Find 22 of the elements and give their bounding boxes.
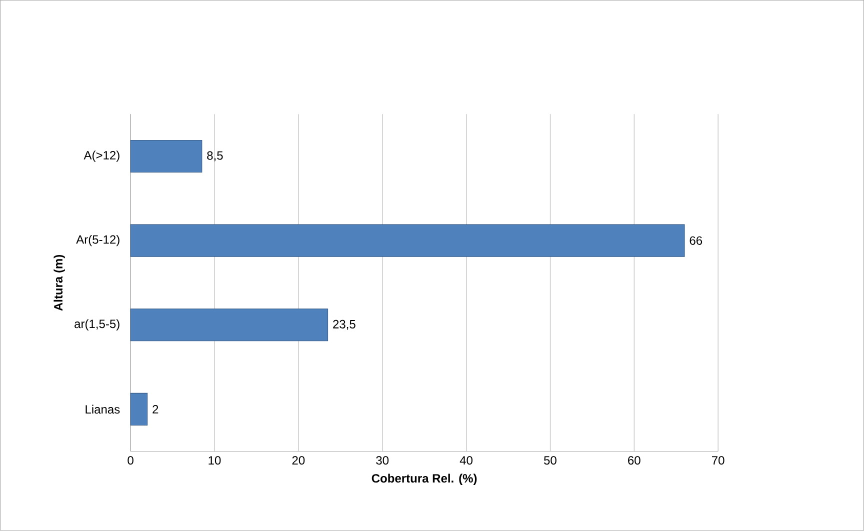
data-label: 23,5 <box>333 320 356 330</box>
y-tick-label: Lianas <box>86 404 120 414</box>
x-tick-label: 60 <box>628 456 640 465</box>
x-axis-title: Cobertura Rel. (%) <box>372 474 477 486</box>
x-tick-label: 70 <box>712 456 724 465</box>
y-tick-label: Ar(5-12) <box>76 235 120 246</box>
x-tick-label: 0 <box>128 456 134 465</box>
x-tick-label: 20 <box>292 456 305 465</box>
bar <box>130 140 202 173</box>
bar <box>130 308 328 342</box>
x-tick-label: 10 <box>208 456 221 465</box>
data-label: 8,5 <box>207 151 223 162</box>
x-tick-label: 50 <box>544 456 556 465</box>
bar <box>130 224 685 258</box>
y-axis-title: Altura (m) <box>54 255 65 311</box>
data-label: 66 <box>690 236 702 245</box>
data-label: 2 <box>152 405 158 414</box>
y-tick-label: A(>12) <box>84 150 120 162</box>
y-tick-label: ar(1,5-5) <box>74 319 120 331</box>
bar <box>130 393 148 426</box>
x-tick-label: 40 <box>460 456 472 465</box>
x-tick-label: 30 <box>376 456 389 465</box>
